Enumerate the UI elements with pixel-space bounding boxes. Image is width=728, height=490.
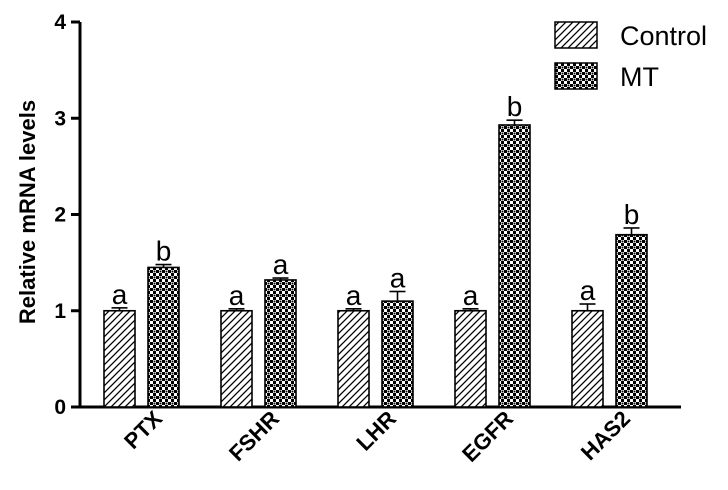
bar-mt bbox=[615, 233, 648, 408]
y-tick-label: 4 bbox=[54, 11, 66, 34]
significance-label: a bbox=[390, 263, 406, 294]
x-category-label: EGFR bbox=[457, 406, 518, 467]
bar-mt bbox=[147, 266, 180, 408]
y-ticks: 0 1 2 3 4 bbox=[54, 11, 80, 419]
bar-control bbox=[571, 309, 604, 408]
significance-label: a bbox=[273, 249, 289, 280]
bar-mt bbox=[498, 124, 531, 408]
legend-swatch-mt bbox=[554, 62, 598, 90]
significance-label: b bbox=[507, 91, 523, 122]
significance-label: b bbox=[156, 236, 172, 267]
significance-label: b bbox=[624, 199, 640, 230]
bar-control bbox=[454, 309, 487, 408]
x-category-label: FSHR bbox=[224, 406, 284, 466]
x-category-label: HAS2 bbox=[576, 406, 635, 465]
bar-control bbox=[220, 309, 253, 408]
y-axis-title: Relative mRNA levels bbox=[15, 100, 40, 324]
y-tick-label: 2 bbox=[54, 204, 66, 227]
significance-label: a bbox=[580, 275, 596, 306]
bar-control bbox=[103, 309, 136, 408]
bar-mt bbox=[381, 300, 414, 408]
legend-label-mt: MT bbox=[620, 62, 659, 92]
significance-label: a bbox=[112, 279, 128, 310]
y-tick-label: 3 bbox=[54, 107, 66, 130]
y-tick-label: 0 bbox=[54, 396, 66, 419]
bar-mt bbox=[264, 279, 297, 408]
legend-label-control: Control bbox=[620, 21, 707, 51]
bar-control bbox=[337, 309, 370, 408]
y-tick-label: 1 bbox=[54, 300, 66, 323]
significance-label: a bbox=[229, 280, 245, 311]
legend-swatch-control bbox=[554, 21, 598, 49]
x-category-label: PTX bbox=[119, 406, 167, 454]
legend: Control MT bbox=[554, 21, 707, 92]
significance-label: a bbox=[463, 280, 479, 311]
x-category-labels: PTX FSHR LHR EGFR HAS2 bbox=[119, 406, 635, 467]
significance-label: a bbox=[346, 280, 362, 311]
x-category-label: LHR bbox=[351, 406, 401, 456]
